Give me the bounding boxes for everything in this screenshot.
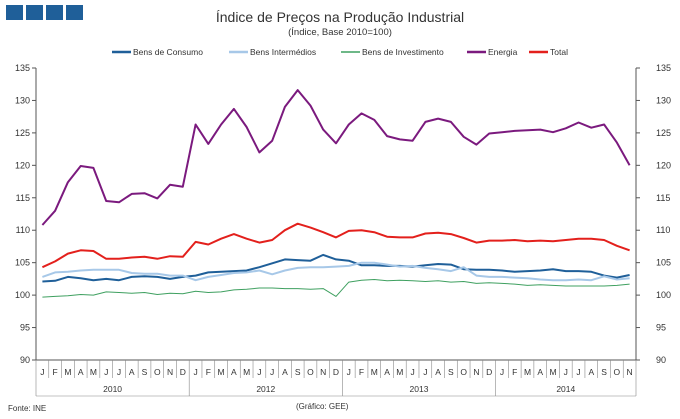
y-tick-label-right: 105 <box>656 258 671 268</box>
month-label: J <box>347 367 351 377</box>
month-label: A <box>588 367 594 377</box>
month-label: J <box>423 367 427 377</box>
month-label: A <box>231 367 237 377</box>
month-label: A <box>129 367 135 377</box>
year-label: 2010 <box>103 384 122 394</box>
month-label: J <box>410 367 414 377</box>
month-label: S <box>295 367 301 377</box>
y-tick-label-left: 110 <box>16 225 30 235</box>
y-tick-label-left: 135 <box>15 63 30 73</box>
month-label: F <box>206 367 211 377</box>
month-label: A <box>384 367 390 377</box>
y-tick-label-right: 90 <box>656 355 666 365</box>
y-tick-label-right: 100 <box>656 290 671 300</box>
y-tick-label-right: 135 <box>656 63 671 73</box>
y-tick-label-left: 120 <box>15 160 30 170</box>
month-label: J <box>564 367 568 377</box>
month-label: N <box>167 367 173 377</box>
month-label: M <box>396 367 403 377</box>
month-label: M <box>524 367 531 377</box>
month-label: F <box>512 367 517 377</box>
legend-label: Energia <box>488 47 518 57</box>
chart-subtitle: (Índice, Base 2010=100) <box>288 27 392 38</box>
credit-note: (Gráfico: GEE) <box>296 402 349 411</box>
y-tick-label-left: 130 <box>15 95 30 105</box>
year-label: 2014 <box>556 384 575 394</box>
month-label: J <box>117 367 121 377</box>
month-label: A <box>78 367 84 377</box>
series-line-total <box>41 222 630 269</box>
y-tick-label-left: 125 <box>15 128 30 138</box>
month-label: O <box>307 367 314 377</box>
year-label: 2013 <box>410 384 429 394</box>
month-label: O <box>460 367 467 377</box>
month-label: N <box>473 367 479 377</box>
month-label: M <box>243 367 250 377</box>
month-label: F <box>53 367 58 377</box>
month-label: J <box>104 367 108 377</box>
series-line-bens-de-consumo <box>42 253 630 283</box>
logo-block-1 <box>6 5 23 20</box>
y-tick-label-right: 110 <box>656 225 670 235</box>
y-tick-label-right: 125 <box>656 128 671 138</box>
y-tick-label-left: 100 <box>15 290 30 300</box>
series-line-energia <box>41 89 631 226</box>
legend-label: Bens de Investimento <box>362 47 444 57</box>
month-label: M <box>90 367 97 377</box>
month-label: J <box>270 367 274 377</box>
month-label: J <box>40 367 44 377</box>
month-label: A <box>435 367 441 377</box>
month-label: M <box>218 367 225 377</box>
source-note: Fonte: INE <box>8 404 46 413</box>
month-label: M <box>549 367 556 377</box>
y-tick-label-right: 130 <box>656 95 671 105</box>
y-tick-label-left: 115 <box>16 193 30 203</box>
legend-label: Bens Intermédios <box>250 47 316 57</box>
month-label: S <box>448 367 454 377</box>
month-label: N <box>627 367 633 377</box>
month-label: J <box>193 367 197 377</box>
month-label: O <box>614 367 621 377</box>
plot-area: 90 90 95 95 100 100 105 105 110 110 115 115 120 120 12… <box>15 63 671 397</box>
month-label: S <box>601 367 607 377</box>
month-label: S <box>142 367 148 377</box>
month-label: A <box>537 367 543 377</box>
y-tick-label-right: 95 <box>656 323 666 333</box>
logo-block-2 <box>26 5 43 20</box>
legend: Bens de Consumo Bens Intermédios Bens de I… <box>112 47 568 57</box>
y-tick-label-left: 105 <box>15 258 30 268</box>
month-label: D <box>486 367 492 377</box>
gee-logo <box>6 5 83 20</box>
year-label: 2012 <box>256 384 275 394</box>
month-label: D <box>333 367 339 377</box>
month-label: O <box>154 367 161 377</box>
month-label: J <box>500 367 504 377</box>
month-label: M <box>64 367 71 377</box>
month-label: F <box>359 367 364 377</box>
series-line-bens-interm-dios <box>42 261 630 282</box>
legend-label: Total <box>550 47 568 57</box>
month-label: A <box>282 367 288 377</box>
month-label: N <box>320 367 326 377</box>
logo-block-3 <box>46 5 63 20</box>
month-label: D <box>180 367 186 377</box>
month-label: J <box>576 367 580 377</box>
chart-title: Índice de Preços na Produção Industrial <box>216 9 464 25</box>
month-label: M <box>371 367 378 377</box>
logo-block-4 <box>66 5 83 20</box>
month-label: J <box>257 367 261 377</box>
y-tick-label-right: 115 <box>656 193 670 203</box>
y-tick-label-left: 95 <box>20 323 30 333</box>
y-tick-label-left: 90 <box>20 355 30 365</box>
legend-label: Bens de Consumo <box>133 47 203 57</box>
y-tick-label-right: 120 <box>656 160 671 170</box>
series-line-bens-de-investimento <box>42 279 630 298</box>
